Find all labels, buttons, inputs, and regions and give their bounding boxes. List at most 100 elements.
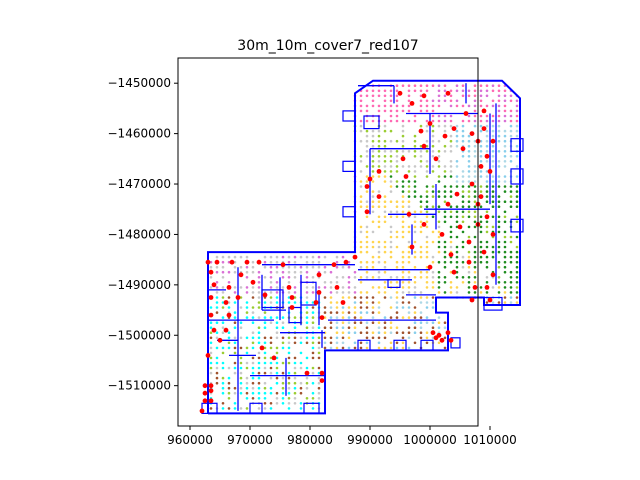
cover-point [365, 190, 369, 193]
cover-point [497, 165, 501, 168]
cover-point [371, 276, 375, 279]
cover-point [461, 281, 465, 284]
cover-point [503, 286, 507, 289]
cover-point [389, 175, 393, 178]
cover-point [371, 89, 375, 93]
cover-point [281, 376, 285, 380]
cover-point [353, 311, 357, 314]
cover-point [515, 124, 519, 128]
cover-point [293, 376, 297, 380]
cover-point [359, 291, 363, 294]
red-point [334, 285, 340, 290]
cover-point [281, 276, 285, 279]
red-point [418, 128, 424, 134]
red-point [439, 232, 445, 237]
cover-point [365, 94, 369, 98]
cover-point [377, 225, 381, 229]
cover-point [497, 124, 501, 128]
cover-point [293, 265, 297, 269]
cover-point [515, 291, 519, 294]
red-point [202, 383, 208, 389]
cover-point [227, 336, 231, 340]
cover-point [365, 139, 369, 143]
cover-point [401, 336, 405, 340]
cover-point [383, 139, 387, 143]
cover-point [377, 306, 381, 309]
cover-point [221, 265, 225, 269]
cover-point [461, 104, 465, 108]
red-point [208, 269, 214, 275]
cover-point [365, 276, 369, 279]
cover-point [503, 215, 507, 219]
cover-point [425, 124, 429, 128]
cover-point [425, 129, 429, 133]
cover-point [461, 89, 465, 93]
cover-point [443, 170, 447, 173]
cover-point [341, 306, 345, 309]
cover-point [431, 150, 435, 153]
cover-point [383, 346, 387, 350]
cover-point [509, 109, 513, 113]
cover-point [365, 326, 369, 330]
cover-point [401, 281, 405, 284]
cover-point [479, 240, 483, 244]
cover-point [503, 291, 507, 294]
cover-point [377, 165, 381, 168]
cover-point [383, 240, 387, 244]
cover-point [335, 316, 339, 319]
cover-point [335, 265, 339, 269]
cover-point [347, 311, 351, 314]
red-point [433, 335, 439, 341]
cover-point [503, 129, 507, 133]
cover-point [215, 286, 219, 289]
cover-point [443, 185, 447, 188]
cover-point [377, 336, 381, 340]
cover-point [383, 291, 387, 294]
cover-point [365, 260, 369, 264]
cover-point [425, 99, 429, 103]
cover-point [263, 397, 267, 400]
cover-point [437, 195, 441, 198]
cover-point [431, 205, 435, 208]
cover-point [257, 366, 261, 370]
cover-point [407, 195, 411, 198]
cover-point [257, 376, 261, 380]
cover-point [263, 356, 267, 360]
cover-point [233, 326, 237, 330]
red-point [208, 398, 214, 404]
cover-point [473, 195, 477, 198]
cover-point [401, 139, 405, 143]
cover-point [389, 276, 393, 279]
cover-point [275, 281, 279, 284]
cover-point [467, 200, 471, 203]
cover-point [317, 356, 321, 360]
cover-point [257, 341, 261, 345]
cover-point [275, 336, 279, 340]
cover-point [389, 250, 393, 254]
cover-point [233, 407, 237, 410]
cover-point [365, 89, 369, 93]
cover-point [311, 336, 315, 340]
cover-point [293, 397, 297, 400]
cover-point [443, 94, 447, 98]
cover-point [461, 190, 465, 193]
cover-point [221, 351, 225, 355]
cover-point [371, 316, 375, 319]
cover-point [395, 245, 399, 249]
cover-point [371, 139, 375, 143]
cover-point [437, 230, 441, 234]
cover-point [251, 361, 255, 365]
cover-point [395, 160, 399, 163]
cover-point [215, 270, 219, 274]
cover-point [455, 165, 459, 168]
cover-point [389, 225, 393, 229]
cover-point [473, 99, 477, 103]
cover-point [251, 306, 255, 309]
cover-point [347, 296, 351, 299]
cover-point [419, 220, 423, 224]
cover-point [473, 109, 477, 113]
cover-point [515, 270, 519, 274]
cover-point [287, 361, 291, 365]
cover-point [347, 326, 351, 330]
room-box [420, 339, 434, 351]
